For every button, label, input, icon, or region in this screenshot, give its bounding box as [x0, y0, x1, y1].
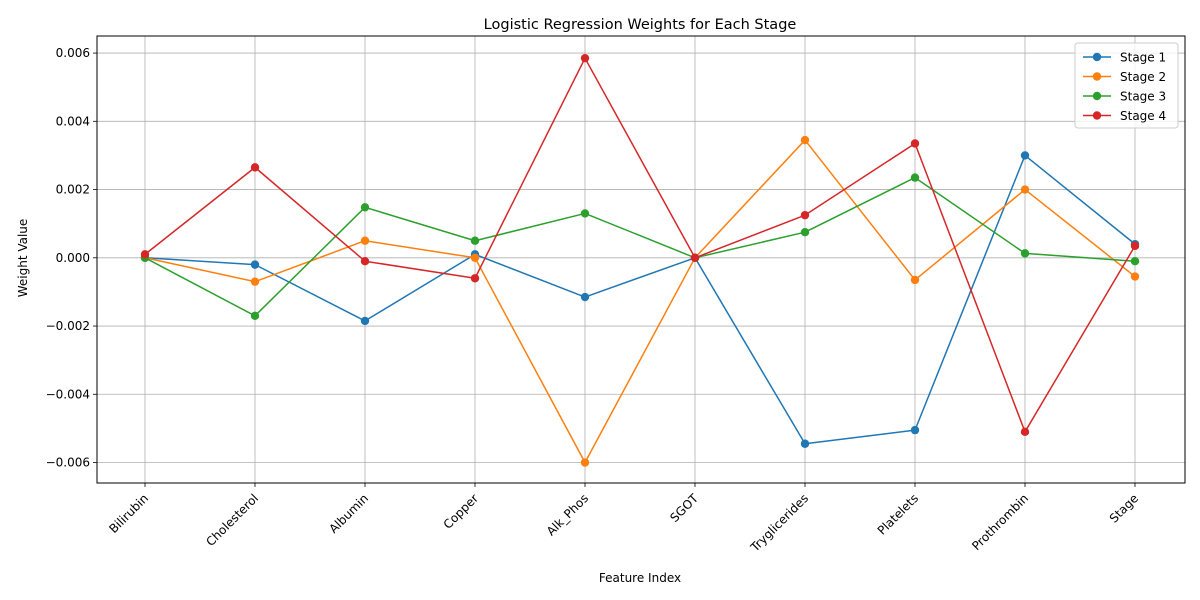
- x-tick-label: Copper: [441, 491, 482, 532]
- series-1: [140, 151, 1140, 448]
- x-tick-label: Tryglicerides: [747, 491, 811, 555]
- y-axis-title: Weight Value: [16, 219, 30, 298]
- data-point: [250, 277, 260, 286]
- data-point: [1020, 427, 1030, 437]
- x-tick-label: Cholesterol: [203, 491, 261, 549]
- data-point: [250, 311, 260, 321]
- data-point: [140, 250, 150, 259]
- data-point: [1130, 272, 1140, 281]
- data-point: [800, 228, 810, 237]
- chart-title: Logistic Regression Weights for Each Sta…: [484, 17, 797, 33]
- series-2: [140, 135, 1140, 467]
- data-point: [360, 257, 370, 266]
- y-tick-label: −0.004: [46, 387, 90, 401]
- data-point: [690, 253, 700, 262]
- x-tick-label: Alk_Phos: [544, 491, 591, 538]
- data-point: [360, 236, 370, 245]
- data-point: [580, 292, 590, 302]
- series-line: [144, 57, 1136, 433]
- y-tick-label: 0.000: [56, 251, 90, 265]
- data-point: [1130, 257, 1140, 266]
- data-point: [910, 173, 920, 182]
- data-point: [1020, 185, 1030, 194]
- plot-area-frame: [96, 35, 1186, 484]
- y-tick-label: −0.002: [46, 319, 90, 333]
- series-3: [140, 173, 1140, 321]
- data-point: [910, 425, 920, 435]
- data-point: [800, 210, 810, 220]
- series-line: [144, 176, 1136, 317]
- series-line: [144, 154, 1136, 445]
- data-point: [360, 203, 370, 212]
- legend-marker: [1092, 52, 1102, 62]
- y-tick-label: −0.006: [46, 456, 90, 470]
- x-axis-title: Feature Index: [599, 571, 681, 585]
- series-line: [144, 139, 1136, 464]
- data-point: [580, 53, 590, 63]
- legend-label: Stage 1: [1120, 51, 1166, 65]
- data-point: [580, 209, 590, 218]
- data-point: [360, 316, 370, 326]
- legend-label: Stage 3: [1120, 90, 1166, 104]
- x-tick-label: SGOT: [667, 491, 701, 525]
- y-tick-label: 0.002: [56, 183, 90, 197]
- x-axis-ticks: Bilirubin Cholesterol Albumin Copper Alk_Pho…: [106, 483, 1141, 555]
- data-point: [1020, 151, 1030, 160]
- series-lines: [140, 53, 1140, 467]
- data-point: [470, 253, 480, 262]
- grid: [97, 36, 1185, 483]
- data-point: [1020, 249, 1030, 258]
- x-tick-label: Prothrombin: [969, 491, 1031, 553]
- data-point: [800, 439, 810, 448]
- y-tick-label: 0.004: [56, 114, 90, 128]
- series-4: [140, 53, 1140, 437]
- data-point: [470, 274, 480, 283]
- legend: Stage 1 Stage 2 Stage 3 Stage 4: [1074, 42, 1179, 129]
- data-point: [800, 135, 810, 145]
- x-tick-label: Stage: [1107, 491, 1141, 525]
- x-tick-label: Albumin: [326, 491, 371, 536]
- legend-box: [1074, 42, 1179, 129]
- data-point: [1130, 241, 1140, 251]
- data-point: [580, 458, 590, 467]
- legend-marker: [1092, 91, 1102, 101]
- legend-label: Stage 4: [1120, 109, 1166, 123]
- x-tick-label: Bilirubin: [106, 491, 151, 536]
- data-point: [470, 236, 480, 245]
- data-point: [250, 163, 260, 172]
- legend-marker: [1092, 72, 1102, 81]
- y-tick-label: 0.006: [56, 46, 90, 60]
- legend-label: Stage 2: [1120, 70, 1166, 84]
- data-point: [910, 275, 920, 285]
- data-point: [250, 260, 260, 269]
- legend-marker: [1092, 111, 1102, 120]
- y-axis-ticks: −0.006 −0.004 −0.002 0.000 0.002 0.004 0.006: [46, 46, 97, 470]
- x-tick-label: Platelets: [875, 491, 921, 537]
- data-point: [910, 139, 920, 148]
